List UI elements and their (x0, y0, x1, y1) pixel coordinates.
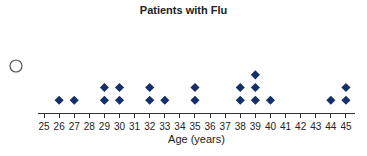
svg-text:33: 33 (159, 121, 171, 132)
svg-text:25: 25 (38, 121, 50, 132)
svg-text:44: 44 (325, 121, 337, 132)
svg-text:40: 40 (265, 121, 277, 132)
svg-text:32: 32 (144, 121, 156, 132)
svg-text:43: 43 (310, 121, 322, 132)
svg-text:38: 38 (235, 121, 247, 132)
svg-text:28: 28 (84, 121, 96, 132)
svg-text:Patients with Flu: Patients with Flu (140, 4, 227, 16)
svg-text:37: 37 (220, 121, 232, 132)
svg-text:30: 30 (114, 121, 126, 132)
svg-text:45: 45 (340, 121, 352, 132)
svg-text:39: 39 (250, 121, 262, 132)
svg-text:42: 42 (295, 121, 307, 132)
svg-text:41: 41 (280, 121, 292, 132)
svg-text:36: 36 (205, 121, 217, 132)
svg-text:Age (years): Age (years) (168, 133, 225, 145)
svg-text:35: 35 (189, 121, 201, 132)
svg-text:29: 29 (99, 121, 111, 132)
svg-text:27: 27 (69, 121, 81, 132)
svg-text:31: 31 (129, 121, 141, 132)
svg-text:34: 34 (174, 121, 186, 132)
svg-text:26: 26 (54, 121, 66, 132)
